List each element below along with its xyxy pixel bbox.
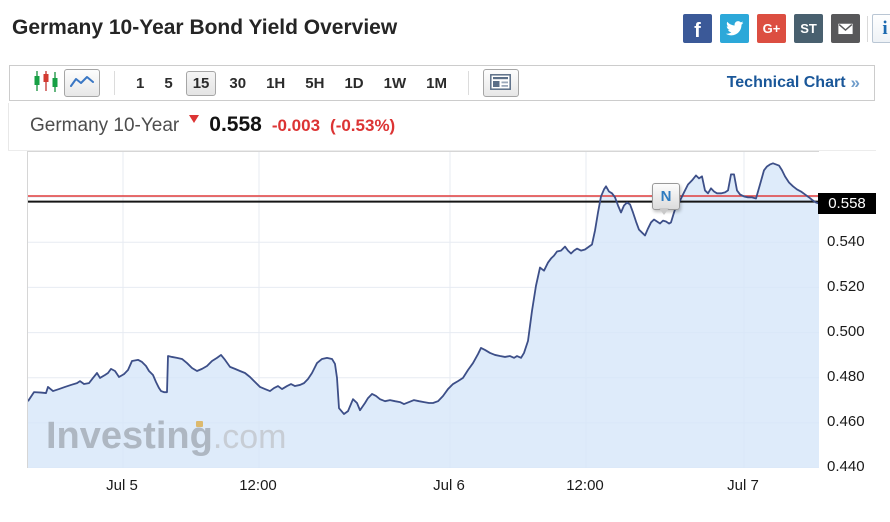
- current-price-tag: 0.558: [818, 192, 876, 214]
- technical-chart-label: Technical Chart: [726, 74, 846, 91]
- chart-plot-area[interactable]: [27, 151, 819, 468]
- line-chart-button[interactable]: [64, 69, 100, 97]
- price-change-percent: (-0.53%): [330, 116, 396, 135]
- candlestick-chart-button[interactable]: [28, 69, 64, 97]
- x-axis-label: 12:00: [239, 477, 277, 494]
- instrument-summary: Germany 10-Year 0.558 -0.003 (-0.53%): [30, 113, 395, 137]
- stocktwits-share-button[interactable]: ST: [794, 14, 823, 43]
- news-marker-label: N: [660, 188, 672, 205]
- y-axis-label: 0.540: [827, 233, 865, 250]
- twitter-share-button[interactable]: [720, 14, 749, 43]
- interval-button-1w[interactable]: 1W: [377, 71, 414, 96]
- price-change: -0.003: [271, 116, 321, 135]
- stocktwits-icon: ST: [800, 21, 817, 36]
- interval-button-1m[interactable]: 1M: [419, 71, 454, 96]
- news-marker[interactable]: N: [652, 183, 680, 215]
- line-chart-icon: [70, 74, 94, 92]
- social-share-bar: f G+ ST: [683, 14, 860, 43]
- series-area-fill: [28, 163, 819, 468]
- widget-left-border: [8, 103, 9, 150]
- yield-series-line: [28, 162, 819, 415]
- interval-button-30[interactable]: 30: [222, 71, 253, 96]
- news-overlay-button[interactable]: [482, 69, 519, 97]
- y-axis-label: 0.500: [827, 323, 865, 340]
- watermark: Investing.com: [46, 415, 287, 458]
- interval-button-15[interactable]: 15: [185, 70, 217, 96]
- toolbar-separator: [467, 71, 469, 95]
- interval-button-1[interactable]: 1: [129, 71, 151, 96]
- interval-button-1h[interactable]: 1H: [259, 71, 292, 96]
- interval-selector: 1 5 15 30 1H 5H 1D 1W 1M: [129, 70, 454, 96]
- watermark-suffix: .com: [212, 418, 287, 456]
- technical-chart-link[interactable]: Technical Chart »: [727, 73, 860, 93]
- googleplus-icon: G+: [762, 21, 781, 36]
- y-axis-label: 0.460: [827, 413, 865, 430]
- watermark-dot: [196, 421, 203, 427]
- interval-button-1d[interactable]: 1D: [337, 71, 370, 96]
- toolbar-separator: [114, 71, 115, 95]
- widget-top-divider: [8, 150, 876, 151]
- googleplus-share-button[interactable]: G+: [757, 14, 786, 43]
- candlestick-icon: [33, 71, 59, 95]
- facebook-share-button[interactable]: f: [683, 14, 712, 43]
- chart-toolbar: 1 5 15 30 1H 5H 1D 1W 1M Technical Chart »: [9, 65, 875, 101]
- watermark-brand: Investing: [46, 415, 213, 457]
- x-axis-label: Jul 5: [106, 477, 138, 494]
- twitter-bird-icon: [725, 21, 744, 36]
- x-axis-label: Jul 6: [433, 477, 465, 494]
- interval-button-5[interactable]: 5: [157, 71, 179, 96]
- x-axis-label: Jul 7: [727, 477, 759, 494]
- y-axis-label: 0.480: [827, 368, 865, 385]
- price-down-arrow-icon: [189, 115, 200, 123]
- x-axis-label: 12:00: [566, 477, 604, 494]
- double-chevron-right-icon: »: [850, 73, 860, 92]
- email-share-button[interactable]: [831, 14, 860, 43]
- facebook-icon: f: [694, 19, 701, 42]
- interval-button-5h[interactable]: 5H: [298, 71, 331, 96]
- news-marker-tail: [659, 208, 669, 215]
- envelope-icon: [838, 23, 853, 35]
- social-divider: [867, 16, 868, 42]
- info-icon: i: [882, 17, 888, 39]
- instrument-name: Germany 10-Year: [30, 115, 180, 136]
- y-axis-label: 0.440: [827, 458, 865, 475]
- last-price-value: 0.558: [209, 113, 262, 136]
- news-panel-icon: [490, 73, 512, 93]
- y-axis-label: 0.520: [827, 278, 865, 295]
- info-button[interactable]: i: [872, 14, 890, 43]
- page-title: Germany 10-Year Bond Yield Overview: [12, 16, 398, 39]
